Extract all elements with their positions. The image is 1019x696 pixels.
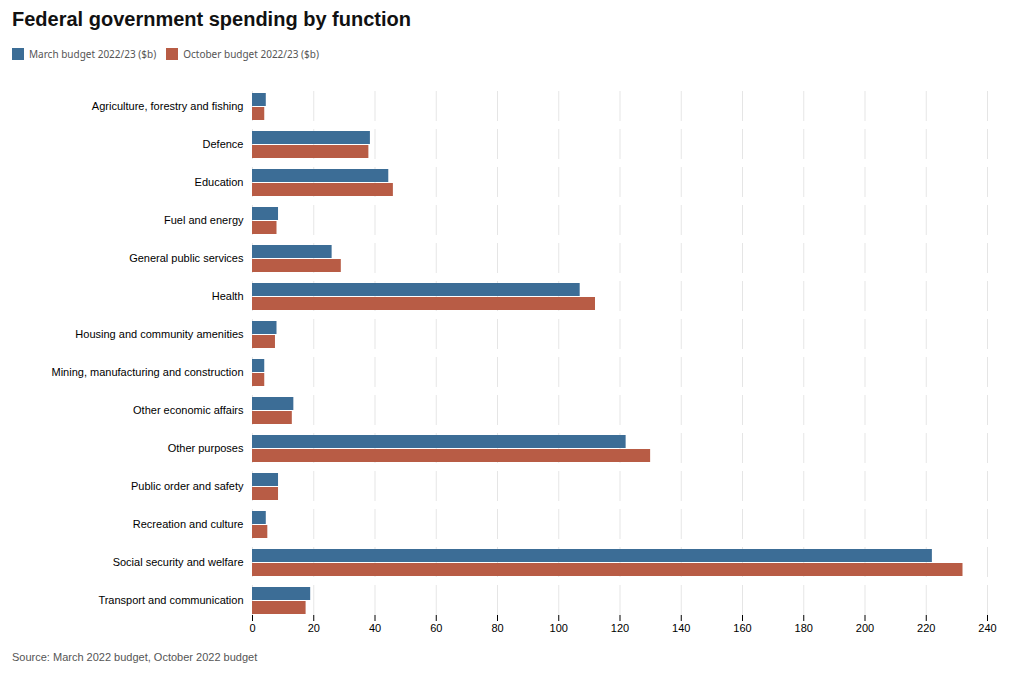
html-text:Source: March 2022 budget, Oct: Source: March 2022 budget, October 2022 … [12, 651, 258, 663]
svg-text:Other economic affairs: Other economic affairs [133, 404, 244, 416]
svg-text:140: 140 [672, 622, 690, 634]
svg-text:60: 60 [430, 622, 442, 634]
svg-text:200: 200 [856, 622, 874, 634]
svg-text:240: 240 [978, 622, 996, 634]
html-text:March budget 2022/23 ($b): March budget 2022/23 ($b) [29, 46, 157, 61]
svg-text:80: 80 [491, 622, 503, 634]
svg-text:160: 160 [733, 622, 751, 634]
svg-text:220: 220 [917, 622, 935, 634]
svg-text:Mining, manufacturing and cons: Mining, manufacturing and construction [52, 366, 244, 378]
svg-text:0: 0 [249, 622, 255, 634]
svg-text:Transport and communication: Transport and communication [98, 594, 243, 606]
svg-text:Recreation and culture: Recreation and culture [133, 518, 244, 530]
svg-text:General public services: General public services [129, 252, 244, 264]
svg-text:Fuel and energy: Fuel and energy [164, 214, 244, 226]
html-text:October budget 2022/23 ($b): October budget 2022/23 ($b) [183, 46, 319, 61]
svg-text:180: 180 [795, 622, 813, 634]
svg-text:Education: Education [195, 176, 244, 188]
svg-text:40: 40 [369, 622, 381, 634]
svg-text:Health: Health [212, 290, 244, 302]
svg-text:Housing and community amenitie: Housing and community amenities [75, 328, 244, 340]
svg-text:120: 120 [611, 622, 629, 634]
svg-text:20: 20 [308, 622, 320, 634]
svg-text:Other purposes: Other purposes [168, 442, 244, 454]
html-text:Federal government spending by: Federal government spending by function [12, 8, 411, 30]
svg-text:Public order and safety: Public order and safety [131, 480, 244, 492]
svg-text:Agriculture, forestry and fish: Agriculture, forestry and fishing [92, 100, 244, 112]
svg-text:Social security and welfare: Social security and welfare [113, 556, 244, 568]
svg-text:100: 100 [550, 622, 568, 634]
svg-text:Defence: Defence [203, 138, 244, 150]
